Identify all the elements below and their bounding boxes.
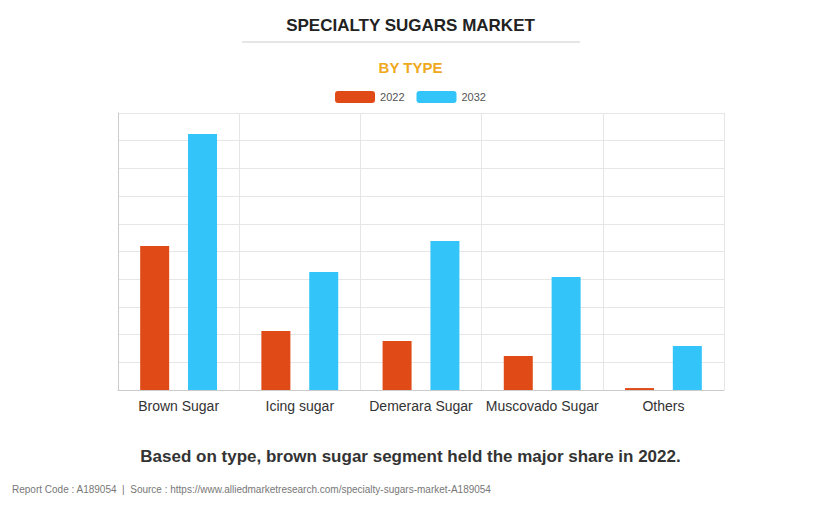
svg-text:2032: 2032 xyxy=(462,91,486,103)
svg-text:Brown Sugar: Brown Sugar xyxy=(138,398,219,414)
svg-text:Muscovado Sugar: Muscovado Sugar xyxy=(486,398,599,414)
svg-text:Others: Others xyxy=(642,398,684,414)
svg-text:Icing sugar: Icing sugar xyxy=(266,398,335,414)
svg-text:Based on type, brown sugar seg: Based on type, brown sugar segment held … xyxy=(140,447,680,466)
svg-text:BY TYPE: BY TYPE xyxy=(379,59,443,76)
svg-text:SPECIALTY SUGARS MARKET: SPECIALTY SUGARS MARKET xyxy=(286,16,535,35)
svg-text:Report Code : A189054 | Sour: Report Code : A189054 | Source : https:/… xyxy=(12,484,491,495)
svg-text:2022: 2022 xyxy=(380,91,404,103)
svg-text:Demerara Sugar: Demerara Sugar xyxy=(369,398,473,414)
